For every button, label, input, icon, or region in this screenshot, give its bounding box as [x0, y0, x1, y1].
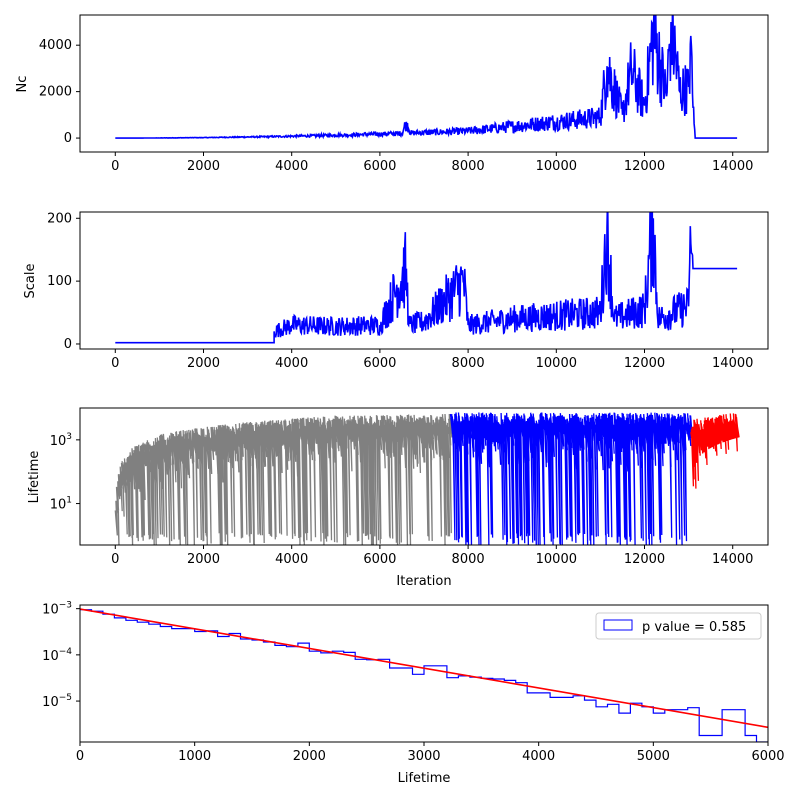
lifetime-y-axis-label: Lifetime	[27, 451, 42, 504]
y-tick-label: 200	[47, 211, 72, 226]
x-tick-label: 4000	[522, 749, 555, 764]
x-tick-label: 12000	[624, 159, 665, 174]
x-tick-label: 2000	[187, 159, 220, 174]
x-tick-label: 0	[111, 552, 119, 567]
x-tick-label: 14000	[712, 356, 753, 371]
lifetime-y-ticks: 101 103	[50, 432, 80, 513]
lifetime-series-group	[114, 412, 740, 545]
lifetime-axes-frame	[79, 407, 769, 546]
x-tick-label: 14000	[712, 552, 753, 567]
y-tick-label: 0	[64, 131, 72, 146]
lifetime-series-1	[449, 412, 694, 545]
scale-y-ticks: 0 100 200	[47, 211, 80, 352]
y-tick-label: 10−3	[42, 601, 72, 618]
x-tick-label: 10000	[536, 552, 577, 567]
lifetime-x-ticks: 0 2000 4000 6000 8000 10000 12000 14000	[111, 545, 753, 567]
legend: p value = 0.585	[595, 612, 762, 640]
scale-series-line	[115, 212, 738, 344]
histogram-x-axis-label: Lifetime	[398, 771, 451, 786]
x-tick-label: 6000	[751, 749, 784, 764]
x-tick-label: 10000	[536, 159, 577, 174]
x-tick-label: 5000	[637, 749, 670, 764]
x-tick-label: 12000	[624, 356, 665, 371]
x-tick-label: 1000	[178, 749, 211, 764]
panel-nc: 0 2000 4000 6000 8000 10000 12000 14000 0 2000 40…	[15, 14, 769, 174]
x-tick-label: 8000	[452, 356, 485, 371]
scale-x-ticks: 0 2000 4000 6000 8000 10000 12000 14000	[111, 349, 753, 371]
y-tick-label: 0	[64, 337, 72, 352]
scale-series-group	[115, 212, 738, 344]
x-tick-label: 4000	[275, 159, 308, 174]
x-tick-label: 6000	[363, 159, 396, 174]
x-tick-label: 0	[111, 159, 119, 174]
x-tick-label: 6000	[363, 356, 396, 371]
y-tick-label: 2000	[39, 85, 72, 100]
x-tick-label: 3000	[407, 749, 440, 764]
nc-y-ticks: 0 2000 4000	[39, 38, 80, 146]
histogram-y-ticks: 10−3 10−4 10−5	[42, 601, 80, 710]
scale-y-axis-label: Scale	[23, 264, 38, 299]
panel-lifetime: 0 2000 4000 6000 8000 10000 12000 14000 101103 …	[27, 407, 769, 589]
y-tick-label: 4000	[39, 38, 72, 53]
fit-line	[80, 608, 768, 729]
scale-axes-frame	[79, 211, 769, 350]
x-tick-label: 0	[111, 356, 119, 371]
y-tick-label: 103	[50, 432, 72, 449]
x-tick-label: 8000	[452, 159, 485, 174]
nc-y-axis-label: Nc	[15, 76, 30, 93]
histogram-series-group	[80, 608, 768, 742]
nc-series-line	[115, 15, 738, 140]
x-tick-label: 2000	[187, 552, 220, 567]
nc-x-ticks: 0 2000 4000 6000 8000 10000 12000 14000	[111, 152, 753, 174]
x-tick-label: 12000	[624, 552, 665, 567]
x-tick-label: 8000	[452, 552, 485, 567]
panel-histogram: 0 1000 2000 3000 4000 5000 6000 10−3 10−4 10−5 L…	[42, 601, 784, 786]
x-tick-label: 6000	[363, 552, 396, 567]
x-tick-label: 4000	[275, 356, 308, 371]
histogram-x-ticks: 0 1000 2000 3000 4000 5000 6000	[76, 742, 785, 764]
panel-scale: 0 2000 4000 6000 8000 10000 12000 14000 0 100 200…	[23, 211, 769, 371]
y-tick-label: 10−5	[42, 693, 72, 710]
y-tick-label: 100	[47, 274, 72, 289]
legend-box	[595, 612, 762, 640]
y-tick-label: 101	[50, 496, 72, 513]
legend-label: p value = 0.585	[642, 620, 746, 635]
x-tick-label: 10000	[536, 356, 577, 371]
legend-swatch	[603, 619, 633, 631]
lifetime-series-0	[114, 413, 453, 545]
x-tick-label: 14000	[712, 159, 753, 174]
x-tick-label: 2000	[187, 356, 220, 371]
lifetime-series-2	[690, 413, 740, 489]
lifetime-x-axis-label: Iteration	[396, 574, 451, 589]
x-tick-label: 2000	[293, 749, 326, 764]
x-tick-label: 4000	[275, 552, 308, 567]
nc-series-group	[115, 15, 738, 140]
x-tick-label: 0	[76, 749, 84, 764]
y-tick-label: 10−4	[42, 647, 72, 664]
nc-axes-frame	[79, 14, 769, 153]
